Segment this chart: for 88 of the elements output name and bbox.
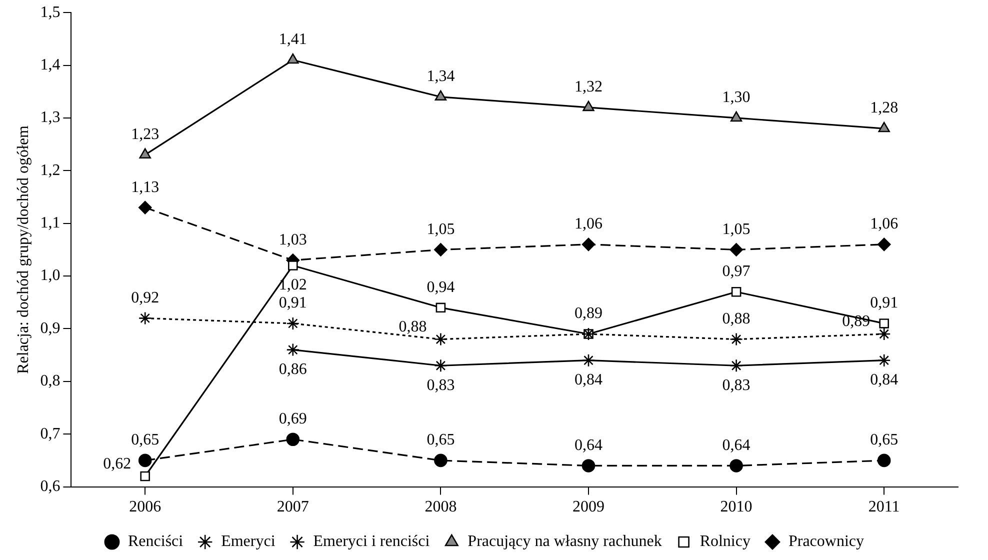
data-label: 1,06 (870, 216, 898, 233)
point (286, 343, 300, 356)
data-label: 0,88 (722, 310, 750, 328)
x-tick-label: 2010 (720, 498, 752, 516)
point (877, 238, 891, 252)
legend-label: Pracujący na własny rachunek (468, 533, 662, 550)
data-label: 0,88 (398, 318, 427, 336)
point (730, 332, 743, 346)
legend-label: Pracownicy (788, 533, 864, 550)
data-label: 0,92 (131, 289, 160, 306)
point (436, 302, 446, 313)
data-label: 1,13 (131, 178, 160, 196)
point (878, 122, 890, 132)
data-label: 0,64 (722, 436, 750, 454)
legend-label: Emeryci i renciści (313, 533, 430, 550)
data-label: 0,83 (722, 376, 750, 394)
y-tick-label: 0,6 (40, 478, 60, 496)
data-label: 0,62 (103, 455, 132, 472)
x-tick-label: 2006 (129, 498, 162, 516)
data-label: 1,05 (426, 220, 455, 238)
data-label: 0,65 (131, 432, 160, 449)
data-label: 1,23 (131, 126, 160, 144)
data-label: 1,41 (278, 31, 307, 48)
point (877, 354, 891, 367)
data-label: 0,91 (870, 294, 898, 312)
point (730, 243, 743, 256)
point (879, 318, 889, 328)
x-tick-label: 2007 (276, 498, 309, 516)
y-axis-title: Relacja: dochód grupy/dochód ogółem (14, 124, 32, 374)
data-label: 0,84 (574, 372, 602, 389)
point (582, 238, 596, 252)
data-label: 1,30 (722, 89, 750, 106)
point (138, 454, 152, 468)
data-label: 0,69 (278, 410, 307, 428)
y-tick-label: 0,9 (40, 320, 60, 337)
point (582, 354, 596, 367)
point (434, 243, 448, 256)
point (434, 332, 448, 346)
point (582, 100, 594, 112)
data-label: 0,86 (278, 361, 307, 378)
point (730, 459, 743, 472)
legend-label: Renciści (128, 533, 184, 550)
legend-label: Emeryci (221, 533, 276, 550)
point (730, 358, 743, 372)
point (286, 316, 300, 330)
point (582, 459, 596, 472)
data-label: 0,97 (722, 263, 750, 280)
point (434, 454, 448, 468)
data-label: 0,65 (870, 432, 898, 449)
point (730, 111, 742, 122)
data-label: 1,32 (574, 78, 602, 96)
point (434, 358, 448, 372)
data-label: 1,06 (574, 216, 602, 233)
data-label: 0,65 (426, 432, 455, 449)
data-label: 0,83 (426, 376, 455, 394)
point (731, 286, 742, 297)
point (140, 471, 150, 482)
y-tick-label: 0,7 (40, 425, 60, 442)
data-label: 0,84 (870, 372, 898, 389)
y-tick-label: 0,8 (40, 372, 60, 390)
point (287, 53, 299, 64)
data-label: 1,02 (278, 276, 307, 294)
point (286, 432, 300, 446)
data-label: 1,05 (722, 220, 750, 238)
y-tick-label: 1,1 (40, 214, 60, 232)
data-label: 1,34 (426, 68, 455, 86)
y-tick-label: 1,2 (40, 162, 60, 179)
point (288, 260, 298, 270)
point (138, 200, 152, 214)
y-tick-label: 1,3 (40, 109, 60, 126)
point (139, 148, 151, 159)
data-label: 0,94 (426, 278, 455, 296)
data-label: 0,91 (278, 294, 307, 312)
data-label: 1,03 (278, 231, 307, 248)
x-tick-label: 2011 (868, 498, 900, 516)
y-tick-label: 1,4 (40, 56, 60, 74)
point (434, 90, 447, 101)
legend-label: Rolnicy (700, 533, 750, 550)
data-label: 0,64 (574, 436, 602, 454)
point (877, 454, 891, 468)
y-tick-label: 1,0 (40, 267, 60, 284)
y-tick-label: 1,5 (40, 4, 60, 21)
data-label: 0,89 (574, 305, 602, 322)
point (138, 312, 152, 325)
x-tick-label: 2009 (572, 498, 604, 516)
x-tick-label: 2008 (424, 498, 457, 516)
data-label: 1,28 (870, 100, 898, 117)
point (877, 327, 891, 341)
